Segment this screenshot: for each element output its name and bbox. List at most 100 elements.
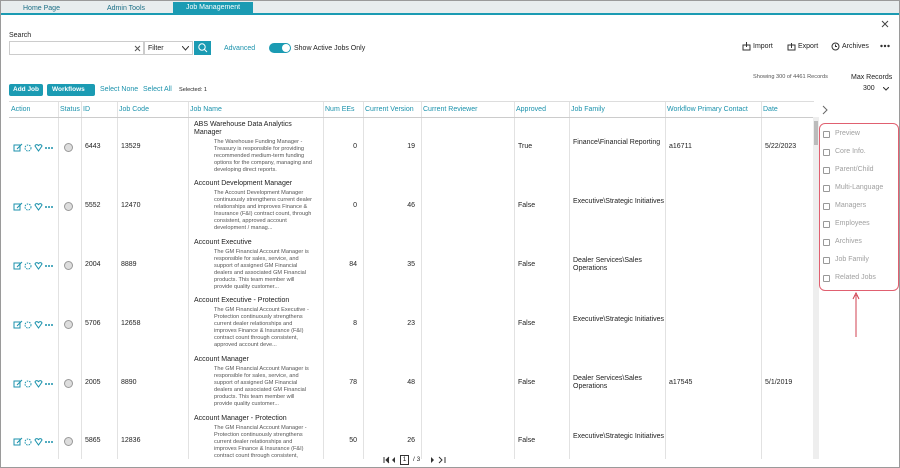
archives-button[interactable]: Archives — [842, 43, 869, 50]
column-divider — [363, 102, 364, 459]
column-header: Workflow Primary Contact — [667, 106, 748, 113]
side-menu-item[interactable]: Core Info. — [822, 147, 896, 159]
filter-text: Filter — [148, 45, 164, 52]
side-menu-item[interactable]: Archives — [822, 237, 896, 249]
select-all[interactable]: Select All — [143, 86, 172, 93]
tab[interactable]: Admin Tools — [107, 5, 146, 12]
export-button[interactable]: Export — [798, 43, 819, 50]
cell-id: 6443 — [85, 143, 101, 151]
search-label: Search — [9, 32, 32, 39]
toggle-label: Show Active Jobs Only — [294, 45, 366, 52]
side-menu-item[interactable]: Preview — [822, 129, 896, 141]
side-menu-icon — [823, 185, 830, 192]
annotation-arrow — [852, 291, 860, 337]
column-divider — [58, 102, 59, 459]
archives-icon — [831, 42, 840, 51]
column-header: Status — [60, 106, 80, 113]
search-button[interactable] — [194, 41, 211, 55]
cell-id: 2004 — [85, 261, 101, 268]
add-job-button[interactable]: Add Job — [9, 84, 43, 96]
cell-family: Executive\Strategic Initiatives — [573, 198, 665, 206]
job-description: The GM Financial Account Manager - Prote… — [214, 425, 307, 459]
side-menu-icon — [823, 257, 830, 264]
cell-id: 5865 — [85, 437, 101, 445]
column-divider — [514, 102, 515, 459]
row-actions[interactable] — [13, 202, 55, 212]
collapse-icon[interactable] — [821, 105, 829, 115]
side-menu-icon — [823, 275, 830, 282]
cell-code: 8889 — [121, 261, 137, 268]
job-description: The GM Financial Account Manager is resp… — [214, 248, 309, 290]
pagination-arrows[interactable] — [381, 455, 451, 465]
side-menu-item[interactable]: Related Jobs — [822, 273, 896, 285]
side-menu-item[interactable]: Employees — [822, 219, 896, 231]
side-menu-item[interactable]: Parent/Child — [822, 165, 896, 177]
side-menu-icon — [823, 167, 830, 174]
job-name: Account Executive - Protection — [194, 297, 290, 305]
side-menu-item[interactable]: Managers — [822, 201, 896, 213]
column-header: Job Family — [571, 106, 605, 113]
cell-family: Dealer Services\Sales Operations — [573, 257, 642, 272]
status-icon — [64, 437, 73, 447]
cell-version: 23 — [407, 319, 415, 327]
side-menu-item[interactable]: Job Family — [822, 255, 896, 267]
page-total: / 3 — [413, 456, 421, 463]
cell-approved: False — [518, 437, 536, 445]
caret — [883, 87, 889, 91]
select-none[interactable]: Select None — [100, 86, 139, 93]
export-icon — [787, 43, 796, 51]
jobs-table: Action Status ID Job Code Job Name Num EEs Cur… — [9, 101, 814, 459]
side-menu-label: Parent/Child — [835, 166, 874, 173]
workflows-button[interactable]: Workflows — [47, 84, 95, 96]
side-menu-icon — [823, 149, 830, 156]
row-actions[interactable] — [13, 143, 55, 153]
advanced-link[interactable]: Advanced — [224, 45, 256, 52]
tab[interactable]: Home Page — [23, 5, 60, 12]
cell-num-ees: 50 — [349, 437, 357, 445]
column-header: Job Code — [119, 106, 149, 113]
cell-version: 35 — [407, 261, 415, 268]
cell-date: 5/22/2023 — [765, 143, 797, 151]
max-records-value[interactable]: 300 — [863, 85, 875, 92]
row-actions[interactable] — [13, 320, 55, 330]
more-icon[interactable] — [880, 44, 890, 48]
status-icon — [64, 202, 73, 212]
toggle[interactable] — [269, 43, 291, 53]
job-description: The Account Development Manager continuo… — [214, 189, 312, 231]
side-menu-label: Employees — [835, 220, 870, 227]
cell-id: 2005 — [85, 378, 101, 386]
status-icon — [64, 319, 73, 329]
cell-id: 5706 — [85, 319, 101, 327]
close-icon[interactable] — [881, 20, 889, 28]
side-menu-item[interactable]: Multi-Language — [822, 183, 896, 195]
cell-version: 19 — [407, 143, 415, 151]
row-actions[interactable] — [13, 379, 55, 389]
header-border — [9, 117, 814, 118]
row-actions[interactable] — [13, 261, 55, 271]
job-description: The GM Financial Account Manager is resp… — [214, 366, 309, 407]
cell-code: 12836 — [121, 437, 141, 445]
column-header: Current Reviewer — [423, 106, 478, 113]
max-records-label: Max Records — [851, 74, 893, 81]
filter-select[interactable]: Filter — [144, 41, 193, 55]
cell-approved: False — [518, 261, 536, 268]
column-divider — [761, 102, 762, 459]
cell-id: 5552 — [85, 202, 101, 210]
column-header: Approved — [516, 106, 546, 113]
job-name: Account Manager - Protection — [194, 415, 287, 422]
import-button[interactable]: Import — [753, 43, 773, 50]
row-actions[interactable] — [13, 437, 55, 447]
side-menu-icon — [823, 131, 830, 138]
cell-contact: a17545 — [669, 378, 693, 386]
page-input[interactable]: 1 — [400, 455, 409, 465]
cell-approved: False — [518, 319, 536, 327]
column-header: ID — [83, 106, 90, 113]
search-input[interactable] — [9, 41, 144, 55]
tab-active[interactable]: Job Management — [173, 2, 253, 15]
cell-version: 48 — [407, 378, 415, 386]
side-menu-label: Archives — [835, 238, 862, 245]
clear-icon[interactable] — [134, 45, 141, 52]
table-row — [9, 412, 814, 459]
status-icon — [64, 261, 73, 270]
side-menu-label: Job Family — [835, 256, 869, 263]
